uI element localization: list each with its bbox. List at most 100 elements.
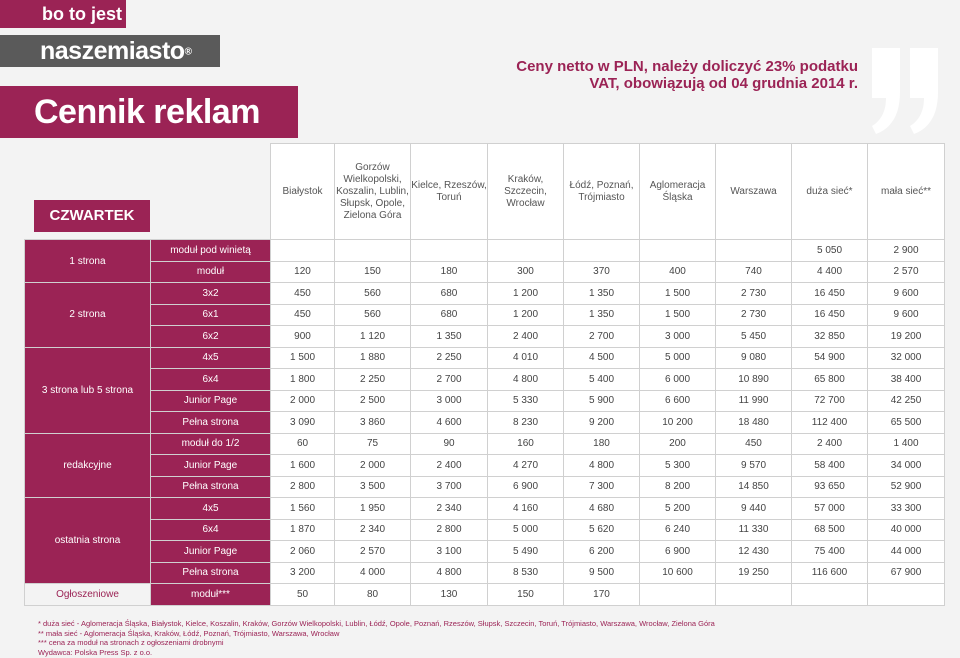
price-cell: 80 xyxy=(334,583,411,606)
price-cell: 2 000 xyxy=(334,454,411,477)
price-cell: 2 060 xyxy=(270,540,335,563)
price-cell-empty xyxy=(715,583,792,606)
header-blank xyxy=(151,144,271,240)
price-cell: 9 600 xyxy=(867,282,945,305)
price-cell: 4 000 xyxy=(334,561,411,584)
price-cell: 5 330 xyxy=(487,389,564,412)
price-cell xyxy=(715,239,792,262)
price-cell: 16 450 xyxy=(791,303,868,326)
price-cell: 1 600 xyxy=(270,454,335,477)
price-cell: 1 880 xyxy=(334,346,411,369)
price-cell: 8 230 xyxy=(487,411,564,434)
price-cell: 7 300 xyxy=(563,475,640,498)
footnote: Wydawca: Polska Press Sp. z o.o. xyxy=(38,647,153,657)
price-cell: 42 250 xyxy=(867,389,945,412)
price-cell: 450 xyxy=(715,432,792,455)
price-cell: 9 500 xyxy=(563,561,640,584)
price-cell: 5 490 xyxy=(487,540,564,563)
price-cell: 9 600 xyxy=(867,303,945,326)
price-cell: 65 800 xyxy=(791,368,868,391)
price-cell: 2 400 xyxy=(791,432,868,455)
price-cell: 4 400 xyxy=(791,260,868,283)
price-cell: 450 xyxy=(270,282,335,305)
price-cell: 2 340 xyxy=(410,497,488,520)
table-row: Pełna strona 3 200 4 000 4 800 8 530 9 500 10 … xyxy=(25,561,945,584)
day-label: CZWARTEK xyxy=(34,200,150,232)
price-cell-empty xyxy=(791,583,868,606)
column-header: Łódź, Poznań, Trójmiasto xyxy=(563,143,640,240)
table-row: 6x4 1 800 2 250 2 700 4 800 5 400 6 000 10 890 6… xyxy=(25,368,945,391)
price-cell: 12 430 xyxy=(715,540,792,563)
price-cell: 5 900 xyxy=(563,389,640,412)
price-cell: 4 600 xyxy=(410,411,488,434)
row-label: moduł*** xyxy=(150,583,271,606)
price-cell: 10 200 xyxy=(639,411,716,434)
section-label: redakcyjne xyxy=(24,432,151,498)
price-cell: 2 700 xyxy=(563,325,640,348)
price-cell: 75 400 xyxy=(791,540,868,563)
row-label: 6x1 xyxy=(150,303,271,326)
price-cell: 6 900 xyxy=(487,475,564,498)
price-cell: 33 300 xyxy=(867,497,945,520)
row-label: Junior Page xyxy=(150,540,271,563)
table-row: Pełna strona 2 800 3 500 3 700 6 900 7 300 8 2… xyxy=(25,475,945,498)
price-cell: 150 xyxy=(334,260,411,283)
price-cell-empty xyxy=(867,583,945,606)
row-label: 4x5 xyxy=(150,346,271,369)
price-cell: 170 xyxy=(563,583,640,606)
price-cell: 1 350 xyxy=(410,325,488,348)
price-cell: 38 400 xyxy=(867,368,945,391)
price-cell: 680 xyxy=(410,282,488,305)
row-label: Pełna strona xyxy=(150,411,271,434)
price-cell: 4 160 xyxy=(487,497,564,520)
row-label: Pełna strona xyxy=(150,561,271,584)
price-cell: 1 800 xyxy=(270,368,335,391)
price-cell: 900 xyxy=(270,325,335,348)
price-cell: 9 440 xyxy=(715,497,792,520)
price-cell: 2 340 xyxy=(334,518,411,541)
price-cell: 1 500 xyxy=(639,282,716,305)
section-label: 2 strona xyxy=(24,282,151,348)
row-label: 4x5 xyxy=(150,497,271,520)
price-cell: 65 500 xyxy=(867,411,945,434)
price-cell: 112 400 xyxy=(791,411,868,434)
price-cell: 560 xyxy=(334,282,411,305)
price-cell: 8 530 xyxy=(487,561,564,584)
price-cell: 60 xyxy=(270,432,335,455)
price-cell: 116 600 xyxy=(791,561,868,584)
price-cell xyxy=(334,239,411,262)
table-row: redakcyjne moduł do 1/2 60 75 90 160 180 200 450… xyxy=(24,432,945,498)
price-cell: 11 330 xyxy=(715,518,792,541)
price-cell xyxy=(639,239,716,262)
price-cell: 2 800 xyxy=(270,475,335,498)
price-cell: 93 650 xyxy=(791,475,868,498)
price-cell: 18 480 xyxy=(715,411,792,434)
price-cell: 11 990 xyxy=(715,389,792,412)
price-cell: 10 890 xyxy=(715,368,792,391)
header-blank xyxy=(25,144,151,240)
price-cell: 2 500 xyxy=(334,389,411,412)
price-cell: 54 900 xyxy=(791,346,868,369)
price-cell: 130 xyxy=(410,583,488,606)
footnote: * duża sieć - Aglomeracja Śląska, Białys… xyxy=(38,619,715,628)
row-label: Junior Page xyxy=(150,389,271,412)
price-cell: 1 200 xyxy=(487,303,564,326)
price-cell: 5 000 xyxy=(639,346,716,369)
price-cell: 2 400 xyxy=(410,454,488,477)
price-cell: 4 800 xyxy=(563,454,640,477)
price-cell: 50 xyxy=(270,583,335,606)
row-label: moduł xyxy=(150,260,271,283)
price-cell: 4 800 xyxy=(410,561,488,584)
price-cell: 10 600 xyxy=(639,561,716,584)
price-cell: 1 120 xyxy=(334,325,411,348)
price-cell: 32 850 xyxy=(791,325,868,348)
price-cell: 180 xyxy=(563,432,640,455)
price-cell: 2 800 xyxy=(410,518,488,541)
price-cell: 1 500 xyxy=(639,303,716,326)
price-cell: 6 000 xyxy=(639,368,716,391)
price-cell: 2 730 xyxy=(715,303,792,326)
table-row: 3 strona lub 5 strona 4x5 1 500 1 880 2 250 4… xyxy=(24,346,945,434)
price-cell: 1 400 xyxy=(867,432,945,455)
price-cell: 2 730 xyxy=(715,282,792,305)
price-cell: 32 000 xyxy=(867,346,945,369)
